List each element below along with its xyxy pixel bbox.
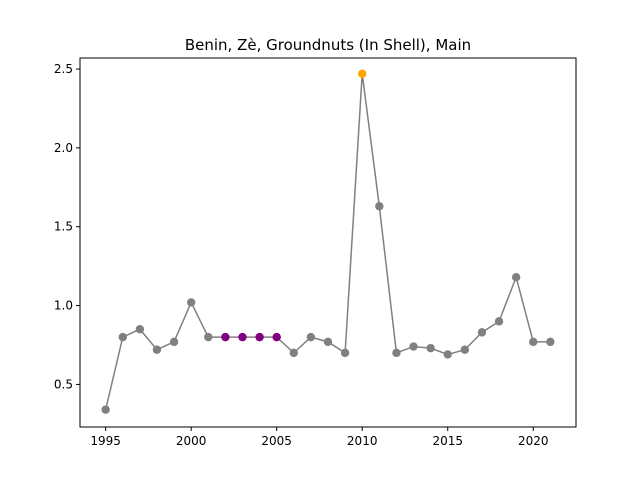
highlighted-data-point: [272, 332, 281, 342]
data-point: [546, 337, 555, 347]
chart-title: Benin, Zè, Groundnuts (In Shell), Main: [185, 36, 471, 54]
data-point: [443, 350, 452, 359]
x-tick-label: 2005: [261, 434, 292, 448]
x-tick-label: 2000: [176, 434, 207, 448]
max-data-point: [358, 69, 367, 78]
data-point: [323, 337, 333, 347]
y-tick-label: 0.5: [54, 377, 73, 391]
data-point: [204, 332, 213, 342]
data-point: [494, 317, 504, 326]
x-tick-label: 2015: [432, 434, 463, 448]
data-point: [152, 345, 162, 354]
data-point: [460, 345, 470, 354]
y-tick-label: 1.0: [54, 299, 73, 313]
data-point: [511, 272, 521, 282]
highlighted-data-point: [238, 332, 247, 342]
data-point: [186, 298, 196, 307]
data-point: [289, 348, 298, 358]
x-tick-label: 2020: [518, 434, 549, 448]
data-point: [477, 328, 487, 337]
x-tick-label: 2010: [347, 434, 378, 448]
data-point: [169, 337, 179, 347]
highlighted-data-point: [255, 332, 264, 342]
data-point: [409, 342, 418, 351]
data-point: [426, 343, 435, 353]
data-point: [340, 348, 350, 358]
data-point: [375, 202, 384, 211]
plot-area: [80, 58, 576, 427]
data-point: [306, 332, 316, 342]
data-point: [529, 337, 538, 347]
data-point: [135, 325, 145, 334]
x-tick-label: 1995: [90, 434, 121, 448]
data-point: [392, 348, 401, 358]
y-tick-label: 1.5: [54, 220, 73, 234]
y-tick-label: 2.0: [54, 141, 73, 155]
series: [101, 69, 555, 414]
data-point: [101, 405, 110, 414]
y-tick-label: 2.5: [54, 62, 73, 76]
plot-frame: [79, 57, 577, 428]
data-point: [118, 332, 127, 342]
highlighted-data-point: [221, 332, 230, 342]
axes: 1995 2000 2005 2010 2015 2020 0.5 1.0 1.5 2.0 2.5: [54, 62, 549, 448]
